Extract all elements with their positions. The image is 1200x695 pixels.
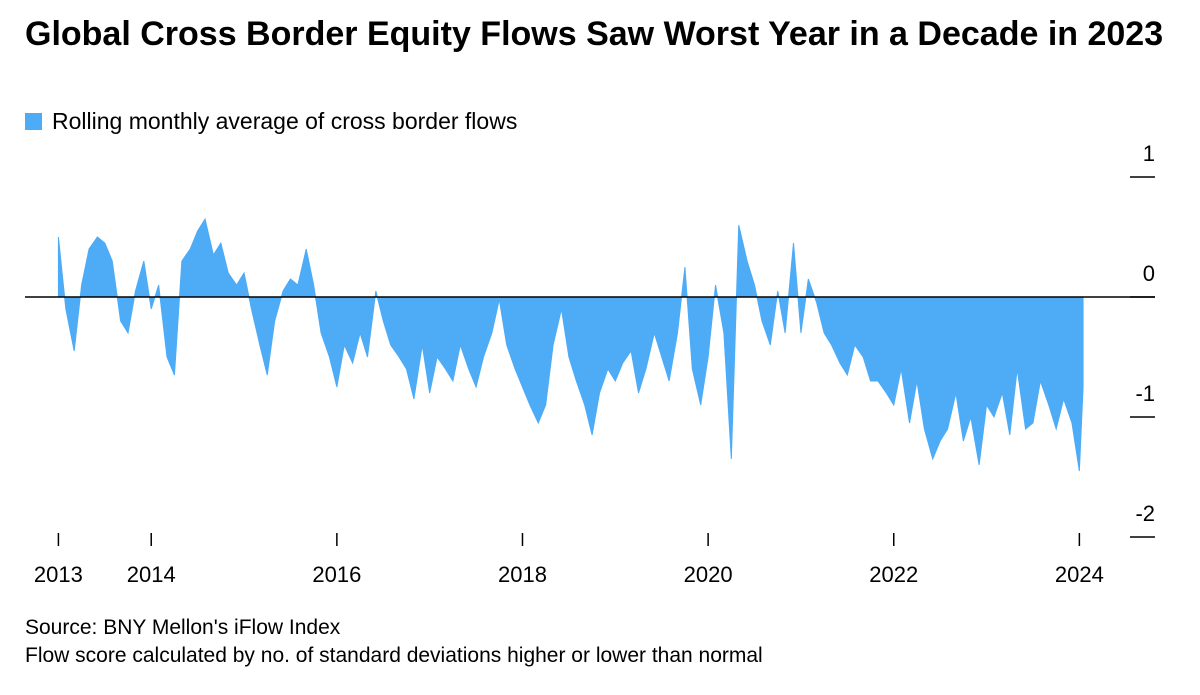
x-tick-label: 2016 [312, 562, 361, 587]
area [57, 217, 1084, 472]
source: Source: BNY Mellon's iFlow Index [25, 616, 341, 639]
y-tick-label: -1 [1135, 381, 1155, 406]
legend-label: Rolling monthly average of cross border … [52, 108, 518, 134]
y-tick-label: 0 [1143, 261, 1155, 286]
x-tick-label: 2022 [869, 562, 918, 587]
x-tick-label: 2014 [127, 562, 176, 587]
y-tick-label: 1 [1143, 141, 1155, 166]
x-tick-label: 2024 [1055, 562, 1104, 587]
x-tick-label: 2013 [34, 562, 83, 587]
legend: Rolling monthly average of cross border … [25, 108, 517, 135]
footer: Source: BNY Mellon's iFlow Index Flow sco… [25, 614, 763, 670]
chart-title: Global Cross Border Equity Flows Saw Wor… [25, 15, 1164, 53]
x-tick-label: 2018 [498, 562, 547, 587]
y-tick-label: -2 [1135, 501, 1155, 526]
note: Flow score calculated by no. of standard… [25, 644, 763, 667]
x-tick-label: 2020 [684, 562, 733, 587]
legend-swatch [25, 113, 42, 130]
